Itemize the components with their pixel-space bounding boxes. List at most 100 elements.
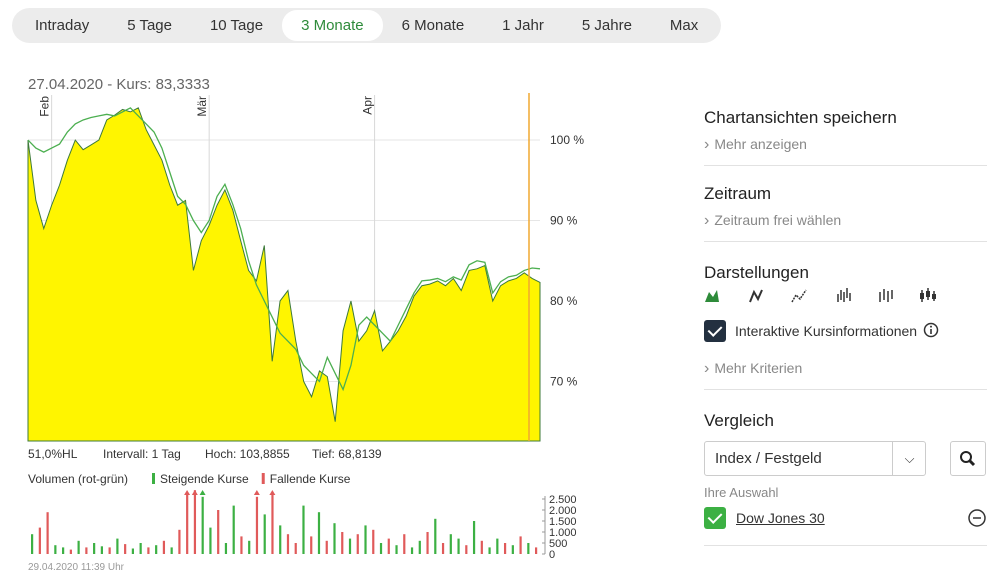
bar [240, 536, 243, 554]
tab[interactable]: Intraday [35, 17, 90, 34]
bar [434, 518, 437, 554]
overflow-arrow [191, 490, 198, 495]
icon-line[interactable] [749, 289, 763, 303]
icon-dots[interactable] [791, 289, 807, 303]
bar [480, 540, 483, 554]
bar [488, 547, 491, 554]
bar [209, 527, 212, 554]
bar [527, 543, 530, 554]
bar [294, 543, 297, 554]
volume-title: Volumen (rot-grün) [28, 472, 128, 486]
bar [139, 543, 142, 554]
link[interactable]: Mehr Kriterien [704, 355, 987, 381]
view-icons [705, 288, 936, 303]
bar [170, 547, 173, 554]
separator [704, 241, 987, 242]
tab[interactable]: 6 Monate [401, 17, 465, 34]
bar [69, 549, 72, 554]
line [27, 107, 541, 392]
bar [54, 545, 57, 554]
bar [38, 527, 41, 554]
x-tick-label: Mär [195, 96, 209, 117]
select-value: Index / Festgeld [715, 450, 822, 467]
bar [186, 492, 189, 554]
bar [271, 492, 274, 554]
bar [418, 540, 421, 554]
bar [310, 536, 313, 554]
bar [535, 547, 538, 554]
bar [372, 529, 375, 554]
bar [341, 532, 344, 554]
section-title: Darstellungen [704, 263, 809, 282]
period-tabs: Intraday 5 Tage 10 Tage 3 Monate 6 Monate 1 J… [12, 8, 722, 43]
bar [410, 547, 414, 554]
icon-candle[interactable] [920, 293, 924, 299]
info: Hoch: 103,8855 [205, 447, 290, 461]
bar [232, 505, 235, 554]
tab[interactable]: 5 Jahre [581, 17, 632, 34]
bar [496, 538, 499, 554]
bar [356, 534, 359, 554]
select[interactable]: Index / Festgeld ⌵ [704, 441, 926, 476]
bar [333, 523, 336, 554]
tab[interactable]: Max [669, 17, 699, 34]
section-title: Chartansichten speichern [704, 108, 897, 127]
bar [100, 546, 103, 554]
overflow-arrow [253, 490, 260, 495]
separator [704, 389, 987, 390]
legend-label: Fallende Kurse [270, 472, 351, 486]
y-tick-label: 500 [549, 538, 567, 550]
price-chart: 70 % 80 % 90 % 100 % Feb Mär Apr [27, 95, 584, 442]
bar [131, 548, 134, 554]
info: Tief: 68,8139 [312, 447, 382, 461]
link[interactable]: Mehr anzeigen [704, 131, 987, 157]
icon-area[interactable] [705, 290, 719, 302]
bar [441, 543, 445, 554]
bar [317, 512, 321, 554]
tab[interactable]: 1 Jahr [502, 17, 544, 34]
checkbox[interactable] [704, 320, 726, 342]
icon-ohlc[interactable] [837, 288, 851, 302]
bar [224, 543, 228, 554]
search-button[interactable] [950, 441, 986, 476]
bar [162, 540, 166, 554]
bar [85, 547, 88, 554]
bar [364, 525, 367, 554]
legend-swatch [261, 473, 265, 484]
bar [248, 540, 251, 554]
bar [511, 545, 514, 554]
y-tick-label: 70 % [550, 374, 578, 388]
link[interactable]: Zeitraum frei wählen [704, 207, 987, 233]
area [27, 107, 541, 442]
bar [519, 536, 522, 554]
y-tick-label: 90 % [550, 214, 578, 228]
bar [426, 532, 429, 554]
bar [116, 538, 119, 554]
selection-item[interactable]: Dow Jones 30 [736, 510, 825, 526]
remove-icon[interactable] [967, 508, 987, 528]
bar [457, 538, 460, 554]
tab[interactable]: 3 Monate [282, 10, 383, 41]
icon-hl[interactable] [879, 289, 893, 302]
section-title: Zeitraum [704, 184, 772, 203]
bar [465, 545, 468, 554]
checkbox-label: Interaktive Kursinformationen [735, 323, 918, 339]
tab[interactable]: 5 Tage [127, 17, 172, 34]
bar [147, 547, 150, 554]
separator [704, 165, 987, 166]
y-tick-label: 2.500 [549, 494, 577, 506]
checkbox[interactable] [704, 507, 726, 529]
bar [178, 529, 181, 554]
bar [325, 540, 328, 554]
bar [201, 496, 204, 554]
bar [217, 510, 220, 554]
bar [77, 540, 80, 554]
bar [286, 534, 290, 554]
info-icon[interactable] [923, 322, 941, 340]
overflow-arrow [184, 490, 191, 495]
legend-label: Steigende Kurse [160, 472, 249, 486]
tab[interactable]: 10 Tage [209, 17, 264, 34]
x-tick-label: Apr [361, 96, 375, 115]
